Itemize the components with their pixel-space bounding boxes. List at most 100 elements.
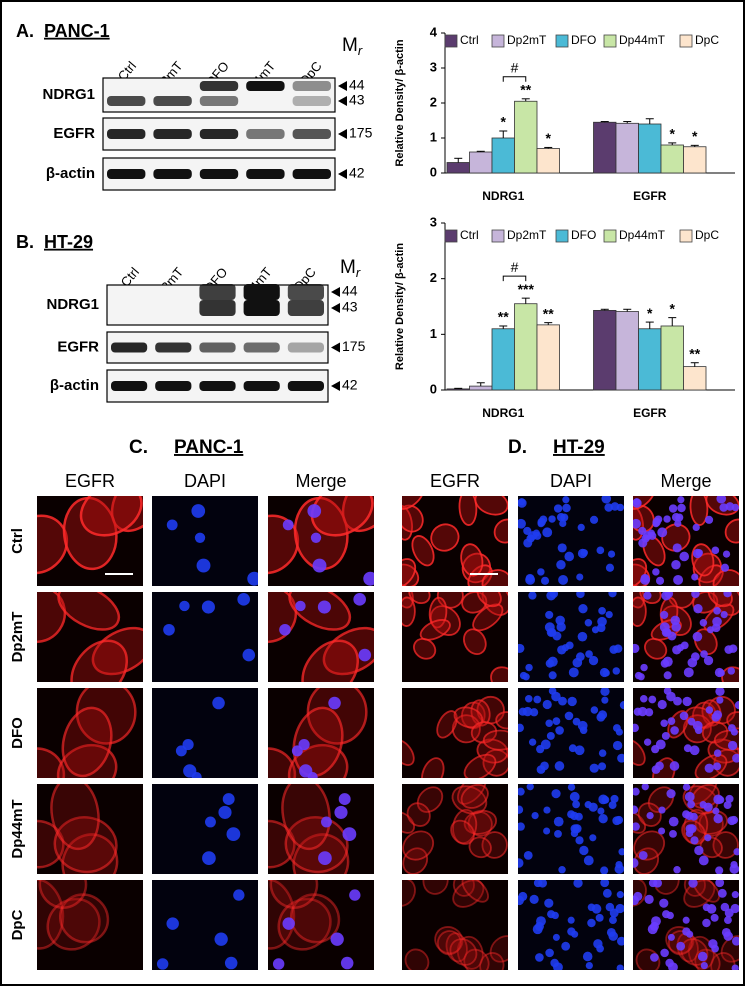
- blot-band: [111, 381, 148, 391]
- micrograph: [152, 880, 258, 970]
- cell: [463, 948, 490, 970]
- nucleus: [540, 576, 550, 585]
- nucleus: [725, 794, 734, 803]
- nucleus: [598, 607, 606, 615]
- nucleus: [697, 951, 708, 962]
- nucleus: [716, 696, 724, 704]
- nucleus: [668, 816, 679, 827]
- nucleus: [706, 626, 715, 634]
- cell: [38, 880, 88, 909]
- nucleus: [342, 827, 357, 842]
- marker-label: 42: [342, 377, 358, 393]
- nucleus: [609, 645, 619, 654]
- nucleus: [683, 744, 692, 753]
- panel-title: PANC-1: [174, 437, 244, 458]
- mr-sub: r: [356, 265, 361, 280]
- nucleus: [731, 964, 739, 970]
- nucleus: [660, 610, 669, 619]
- nucleus: [518, 858, 524, 868]
- cell: [633, 592, 645, 609]
- nucleus: [544, 898, 554, 908]
- cell: [692, 880, 720, 903]
- nucleus: [529, 708, 539, 717]
- nucleus: [652, 520, 660, 528]
- cell: [461, 880, 489, 903]
- cell: [37, 747, 66, 778]
- nucleus: [612, 816, 622, 826]
- nucleus: [561, 941, 571, 951]
- nucleus: [669, 761, 680, 771]
- nucleus: [633, 643, 640, 654]
- nucleus: [533, 695, 542, 704]
- nucleus: [732, 936, 739, 946]
- marker-label: 175: [349, 125, 373, 141]
- nucleus: [695, 549, 703, 557]
- nucleus: [706, 904, 717, 914]
- legend-swatch: [679, 229, 693, 243]
- nucleus: [676, 644, 685, 652]
- y-tick-label: 2: [430, 94, 437, 109]
- nucleus: [682, 784, 691, 791]
- nucleus: [687, 657, 698, 668]
- error-bar: [600, 121, 609, 123]
- nucleus: [600, 880, 610, 888]
- cell: [402, 592, 414, 609]
- cell: [474, 496, 508, 516]
- micrograph: [37, 784, 143, 874]
- nucleus: [574, 812, 583, 821]
- nucleus: [552, 631, 562, 641]
- blot-band: [246, 81, 285, 91]
- nucleus: [609, 908, 619, 918]
- nucleus: [580, 549, 588, 557]
- nucleus: [597, 807, 605, 815]
- nucleus: [567, 916, 575, 924]
- nucleus: [614, 864, 624, 874]
- nucleus: [338, 793, 351, 806]
- nucleus: [247, 571, 258, 586]
- cell: [699, 836, 723, 859]
- cell: [452, 880, 485, 908]
- nucleus: [554, 829, 562, 838]
- nucleus: [318, 851, 332, 865]
- nucleus: [525, 663, 533, 672]
- bracket-label: #: [511, 259, 519, 275]
- nucleus: [595, 913, 604, 922]
- marker-arrow: [338, 81, 347, 91]
- nucleus: [291, 745, 303, 757]
- micrograph: [152, 496, 258, 586]
- nucleus: [596, 546, 605, 555]
- nucleus: [589, 834, 597, 842]
- legend-swatch: [491, 229, 505, 243]
- micrograph-bg: [152, 496, 258, 586]
- error-bar: [668, 142, 677, 145]
- nucleus: [688, 880, 698, 888]
- blot-band: [292, 169, 331, 179]
- nucleus: [608, 801, 617, 810]
- y-tick-label: 1: [430, 326, 437, 341]
- nucleus: [612, 740, 623, 751]
- error-bar: [499, 130, 508, 138]
- nucleus: [666, 911, 674, 920]
- nucleus: [667, 631, 677, 641]
- blot-band: [155, 342, 192, 353]
- error-bar: [600, 308, 609, 311]
- legend-label: DFO: [571, 33, 596, 47]
- nucleus: [705, 706, 714, 714]
- nucleus: [693, 604, 703, 614]
- nucleus: [652, 568, 660, 576]
- cell: [436, 930, 462, 956]
- nucleus: [576, 573, 584, 581]
- cell: [456, 935, 484, 970]
- nucleus: [729, 864, 739, 874]
- micrograph: [518, 592, 624, 682]
- nucleus: [691, 573, 699, 581]
- nucleus: [703, 655, 714, 666]
- nucleus: [577, 631, 588, 642]
- nucleus: [587, 918, 596, 928]
- bar: [491, 137, 515, 174]
- nucleus: [660, 948, 669, 958]
- error-bar: [454, 387, 463, 389]
- nucleus: [191, 771, 202, 778]
- blot-band: [287, 300, 324, 316]
